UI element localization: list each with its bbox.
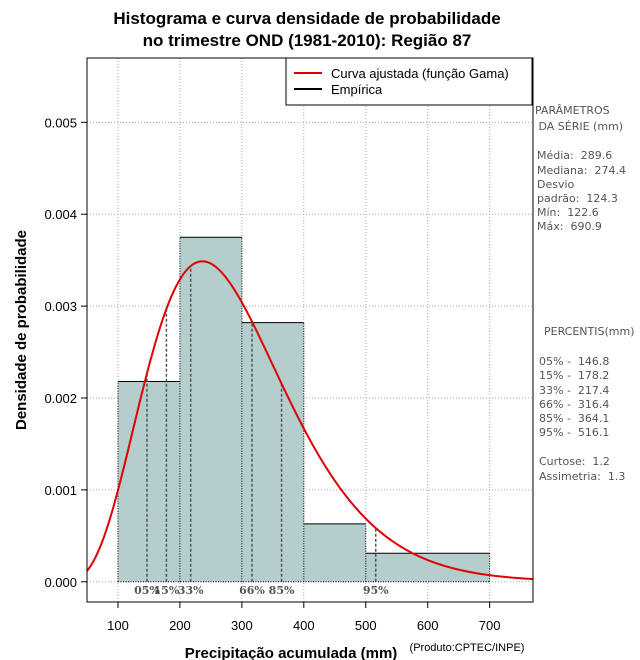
- legend: Curva ajustada (função Gama) Empírica: [285, 57, 533, 106]
- percentile-label: 66%: [239, 584, 265, 597]
- histogram-bar: [179, 237, 242, 582]
- chart-title-line-2: no trimestre OND (1981-2010): Região 87: [143, 31, 472, 50]
- y-tick-label: 0.000: [44, 575, 77, 590]
- skewness-line: Assimetria: 1.3: [539, 470, 625, 483]
- y-tick-label: 0.004: [44, 207, 77, 222]
- y-tick-label: 0.005: [44, 115, 77, 130]
- plot-area: 05%15%33% 66% 85% 95%: [86, 57, 534, 603]
- stats-line: Máx: 690.9: [537, 220, 602, 233]
- percentile-labels: 05%15%33% 66% 85% 95%: [134, 584, 389, 597]
- percentile-label: 15%: [154, 584, 180, 597]
- y-axis-label: Densidade de probabilidade: [13, 230, 30, 430]
- percentile-line: 15% - 178.2: [539, 369, 609, 382]
- stats-panel: PARÂMETROS DA SÉRIE (mm) Média: 289.6 Me…: [535, 104, 626, 233]
- percentile-markers: [146, 266, 377, 582]
- histogram-bar: [241, 322, 304, 582]
- percentile-line: 05% - 146.8: [539, 355, 609, 368]
- chart-title-line-1: Histograma e curva densidade de probabil…: [113, 9, 500, 28]
- x-tick-label: 300: [231, 618, 253, 633]
- y-tick-label: 0.001: [44, 483, 77, 498]
- percentile-line: 33% - 217.4: [539, 384, 609, 397]
- gamma-curve: [86, 260, 534, 581]
- stats-line: Mín: 122.6: [537, 206, 599, 219]
- percentiles-heading: PERCENTIS(mm): [544, 325, 635, 338]
- percentile-label: 33%: [178, 584, 204, 597]
- y-tick-label: 0.002: [44, 391, 77, 406]
- credit-text: (Produto:CPTEC/INPE): [410, 642, 525, 654]
- percentiles-panel: PERCENTIS(mm) 05% - 146.8 15% - 178.2 33…: [539, 325, 635, 483]
- percentile-line: 66% - 316.4: [539, 398, 609, 411]
- legend-label-empirical: Empírica: [331, 82, 383, 97]
- histogram-bar: [365, 553, 490, 582]
- percentile-line: 95% - 516.1: [539, 426, 609, 439]
- histogram-bar: [117, 381, 180, 582]
- stats-heading-1: PARÂMETROS: [535, 104, 610, 117]
- stats-line: Média: 289.6: [537, 149, 612, 162]
- x-tick-label: 200: [169, 618, 191, 633]
- stats-line: padrão: 124.3: [537, 192, 618, 205]
- histogram-bar: [303, 523, 366, 582]
- x-tick-label: 400: [293, 618, 315, 633]
- x-tick-label: 600: [417, 618, 439, 633]
- kurtosis-line: Curtose: 1.2: [539, 455, 610, 468]
- x-tick-label: 100: [107, 618, 129, 633]
- percentile-label: 05%: [134, 584, 160, 597]
- stats-line: Mediana: 274.4: [537, 164, 626, 177]
- y-axis-ticks: 0.000 0.001 0.002 0.003 0.004 0.005: [44, 115, 87, 590]
- x-axis-label: Precipitação acumulada (mm): [185, 645, 398, 660]
- x-tick-label: 700: [479, 618, 501, 633]
- percentile-label: 95%: [363, 584, 389, 597]
- percentile-label: 85%: [269, 584, 295, 597]
- legend-box: [285, 57, 533, 106]
- stats-line: Desvio: [537, 178, 575, 191]
- legend-label-curve: Curva ajustada (função Gama): [331, 66, 509, 81]
- stats-heading-2: DA SÉRIE (mm): [535, 120, 623, 133]
- percentile-line: 85% - 364.1: [539, 412, 609, 425]
- x-tick-label: 500: [355, 618, 377, 633]
- histogram-bars: [117, 236, 491, 583]
- x-axis-ticks: 100 200 300 400 500 600 700: [107, 602, 500, 633]
- y-tick-label: 0.003: [44, 299, 77, 314]
